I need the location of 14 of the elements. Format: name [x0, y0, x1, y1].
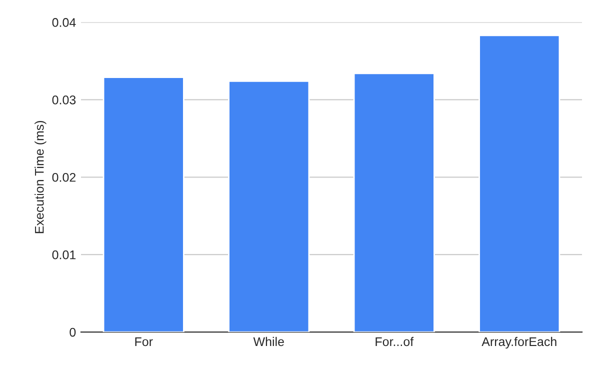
x-tick-label: While	[253, 336, 284, 346]
bar	[228, 80, 310, 332]
y-tick-label: 0.01	[52, 250, 76, 260]
x-tick-label: Array.forEach	[482, 336, 556, 349]
bar	[102, 76, 184, 332]
bar	[353, 72, 435, 332]
bar	[478, 34, 560, 332]
x-tick-label: For...of	[376, 336, 414, 346]
y-tick-label: 0.04	[52, 18, 76, 27]
y-tick-label: 0.02	[52, 172, 76, 182]
y-tick-label: 0.03	[52, 96, 76, 104]
y-axis-title: Execution Time (ms)	[34, 120, 46, 234]
x-tick-label: For	[135, 337, 153, 346]
y-tick-label: 0	[70, 328, 76, 337]
